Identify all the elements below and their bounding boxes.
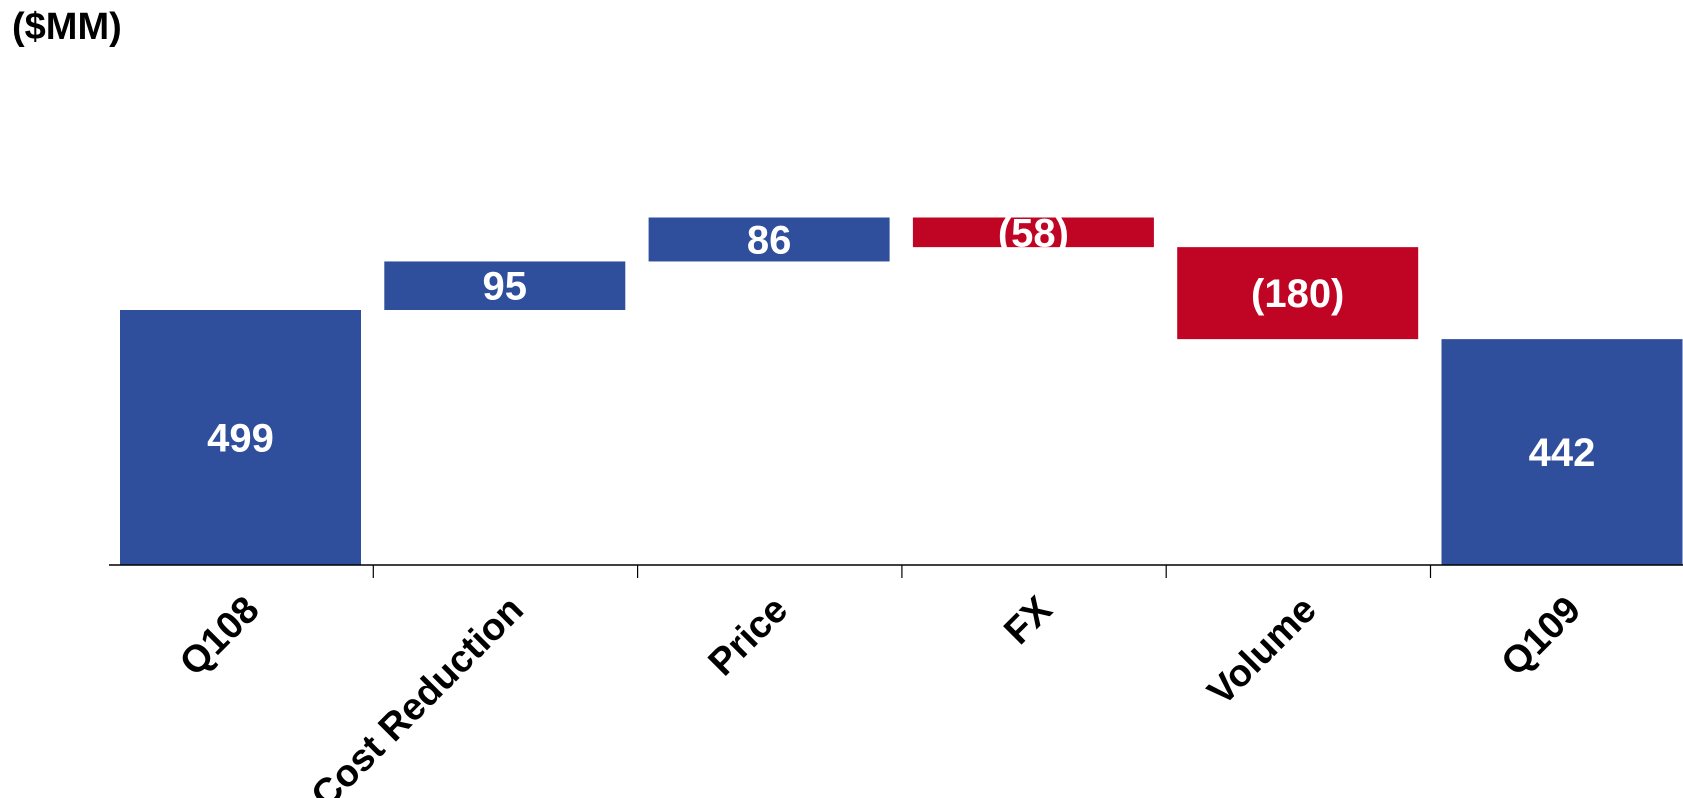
data-label-price: 86 bbox=[747, 218, 792, 262]
data-labels-group: 499 95 86 (58) (180) 442 bbox=[207, 211, 1595, 475]
category-label-volume: Volume bbox=[1200, 589, 1325, 714]
data-label-volume: (180) bbox=[1251, 272, 1344, 316]
bar-q109 bbox=[1441, 339, 1683, 565]
data-label-q108: 499 bbox=[207, 417, 274, 461]
bar-volume bbox=[1177, 247, 1419, 340]
category-label-cost-reduction: Cost Reduction bbox=[304, 589, 532, 798]
data-label-q109: 442 bbox=[1529, 431, 1596, 475]
bar-fx bbox=[912, 217, 1154, 248]
unit-label: ($MM) bbox=[12, 6, 122, 48]
category-label-q108: Q108 bbox=[172, 589, 267, 684]
bar-price bbox=[648, 217, 890, 262]
bar-q108 bbox=[120, 310, 361, 565]
category-label-price: Price bbox=[701, 589, 796, 684]
bars-group bbox=[120, 217, 1683, 565]
bar-cost-reduction bbox=[384, 261, 626, 310]
data-label-cost-reduction: 95 bbox=[483, 265, 528, 309]
category-label-fx: FX bbox=[996, 588, 1060, 652]
category-labels-group: Q108 Cost Reduction Price FX Volume Q109 bbox=[172, 588, 1589, 798]
x-axis-ticks-group bbox=[372, 565, 1432, 578]
category-label-q109: Q109 bbox=[1494, 589, 1589, 684]
data-label-fx: (58) bbox=[998, 211, 1069, 255]
